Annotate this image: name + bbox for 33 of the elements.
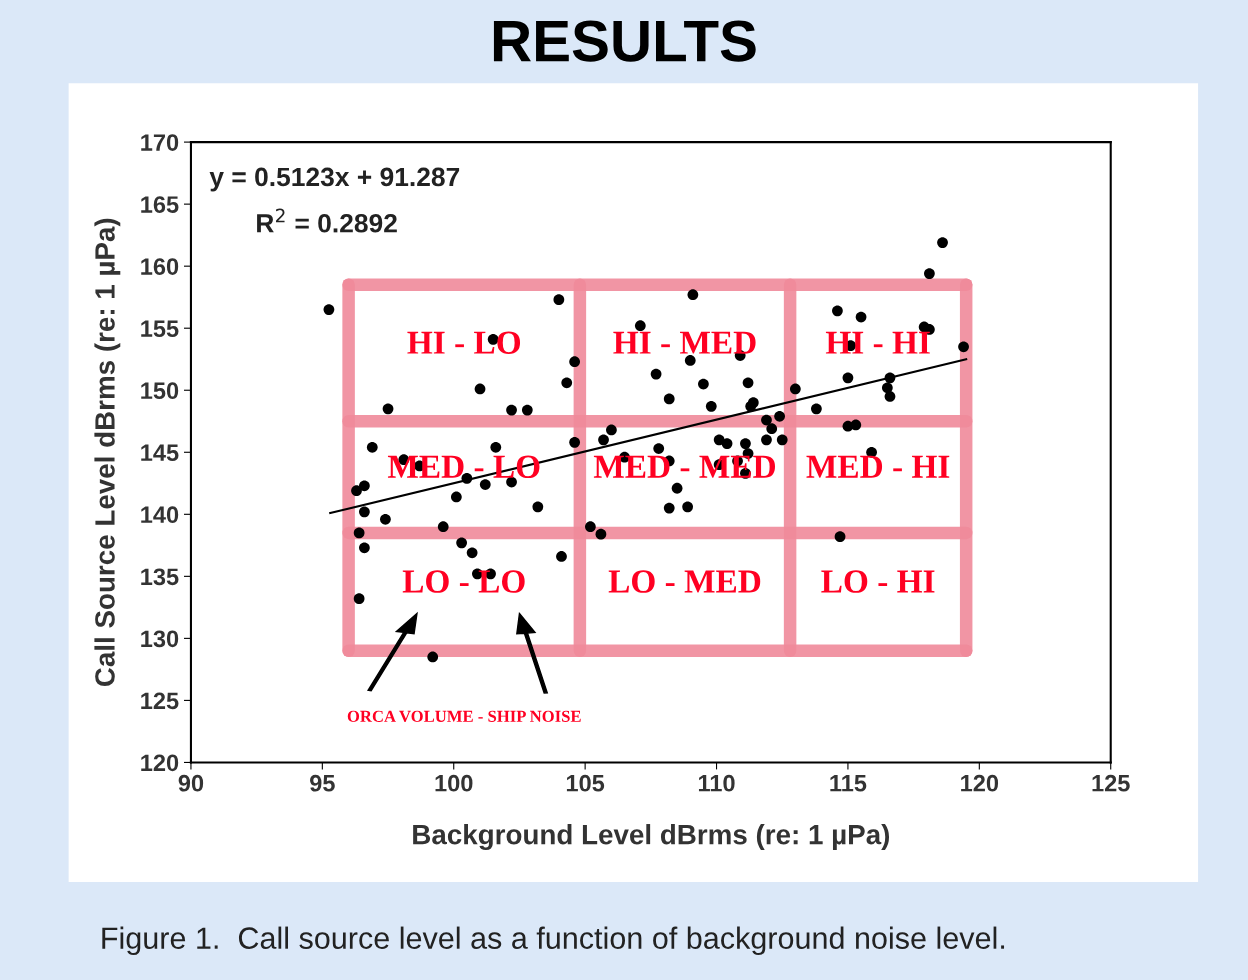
y-tick-label: 155 bbox=[141, 320, 179, 337]
annotation: HI - HI bbox=[825, 331, 930, 354]
y-tick-label: 165 bbox=[141, 196, 179, 213]
x-tick-label: 105 bbox=[566, 774, 605, 792]
x-tick-label: 100 bbox=[435, 774, 473, 792]
y-axis-title: Call Source Level dBrms (re: 1 µPa) bbox=[94, 218, 121, 687]
x-axis-title: Background Level dBrms (re: 1 µPa) bbox=[413, 824, 890, 851]
y-tick-label: 120 bbox=[141, 754, 179, 772]
y-tick-label: 125 bbox=[141, 692, 179, 710]
x-tick-label: 125 bbox=[1092, 774, 1130, 792]
y-tick-label: 145 bbox=[141, 444, 179, 462]
annotation: y = 0.5123x + 91.287 bbox=[209, 167, 460, 192]
annotation: LO - HI bbox=[821, 570, 935, 593]
annotation: HI - MED bbox=[613, 331, 756, 354]
caption: Figure 1. Call source level as a function of background noise level. bbox=[102, 926, 1005, 956]
annotation: LO - LO bbox=[402, 570, 525, 593]
x-tick-label: 110 bbox=[698, 774, 735, 792]
y-tick-label: 150 bbox=[141, 382, 179, 400]
y-tick-label: 170 bbox=[141, 134, 179, 151]
annotation: LO - MED bbox=[608, 570, 761, 593]
annotation: R$^{2}$ = 0.2892 bbox=[257, 208, 397, 233]
annotation: HI - LO bbox=[407, 331, 521, 354]
annotation: ORCA VOLUME - SHIP NOISE bbox=[347, 710, 581, 723]
y-tick-label: 130 bbox=[141, 630, 179, 648]
chart-title: RESULTS bbox=[493, 20, 756, 62]
y-tick-label: 135 bbox=[141, 568, 179, 586]
x-tick-label: 120 bbox=[961, 774, 999, 792]
y-tick-label: 160 bbox=[141, 258, 179, 275]
x-tick-label: 90 bbox=[178, 774, 204, 792]
y-tick-label: 140 bbox=[141, 506, 179, 524]
x-tick-label: 95 bbox=[310, 774, 335, 792]
x-tick-label: 115 bbox=[830, 775, 867, 792]
annotation: MED - HI bbox=[806, 455, 950, 478]
